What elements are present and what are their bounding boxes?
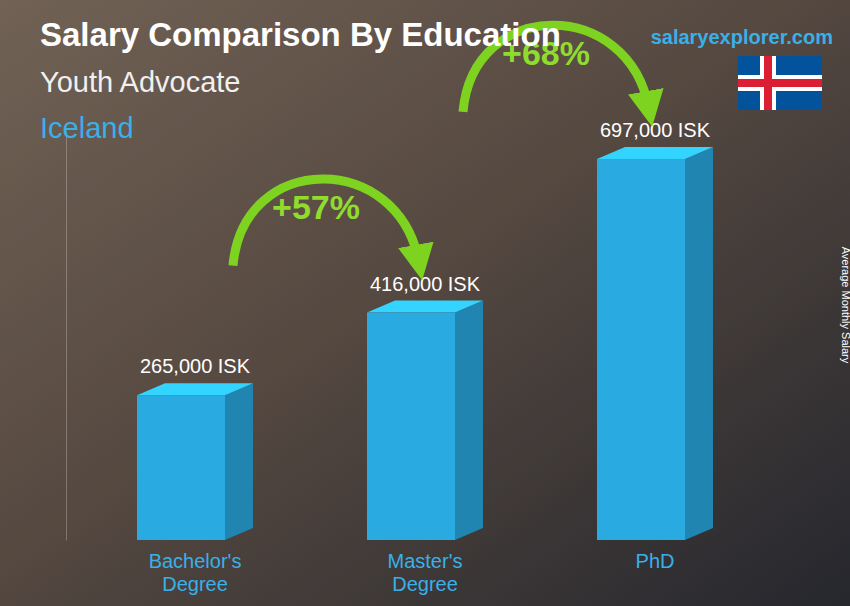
x-tick: Bachelor'sDegree (149, 548, 242, 595)
bars (137, 147, 713, 540)
subtitle: Iceland (40, 112, 134, 144)
flag-field (738, 56, 822, 110)
y-axis-title: Average Monthly Salary (840, 247, 850, 364)
x-tick: Master'sDegree (388, 548, 463, 595)
x-tick-label: PhD (636, 550, 675, 572)
annotation-arrow (233, 179, 419, 266)
bar (137, 395, 225, 540)
bar-side (685, 147, 713, 540)
flag (738, 56, 822, 110)
x-tick-label: Master'sDegree (388, 550, 463, 595)
flag-cross (738, 75, 822, 91)
x-tick: PhD (636, 548, 675, 572)
background-overlay (0, 0, 850, 606)
title: Salary Comparison By Education (40, 16, 561, 53)
data-label: 697,000 ISK (600, 119, 711, 141)
bar-side (455, 301, 483, 540)
background (0, 0, 850, 606)
flag-cross (738, 79, 822, 87)
bar (367, 313, 455, 540)
subtitle: Youth Advocate (40, 66, 241, 98)
x-tick-label: Bachelor'sDegree (149, 550, 242, 595)
x-axis: Bachelor'sDegree Master'sDegree PhD (149, 548, 675, 595)
data-label: 416,000 ISK (370, 273, 481, 295)
y-axis-line (66, 131, 67, 541)
source: salaryexplorer.com (651, 26, 833, 48)
bar (597, 159, 685, 540)
bar-side (225, 383, 253, 540)
annotation: +57% (272, 188, 360, 226)
y-axis (66, 131, 67, 541)
bar-top (137, 383, 253, 395)
chart: 265,000 ISK 416,000 ISK 697,000 ISK Bachelo… (0, 0, 850, 606)
data-label: 265,000 ISK (140, 355, 251, 377)
bar-top (597, 147, 713, 159)
bar-top (367, 301, 483, 313)
